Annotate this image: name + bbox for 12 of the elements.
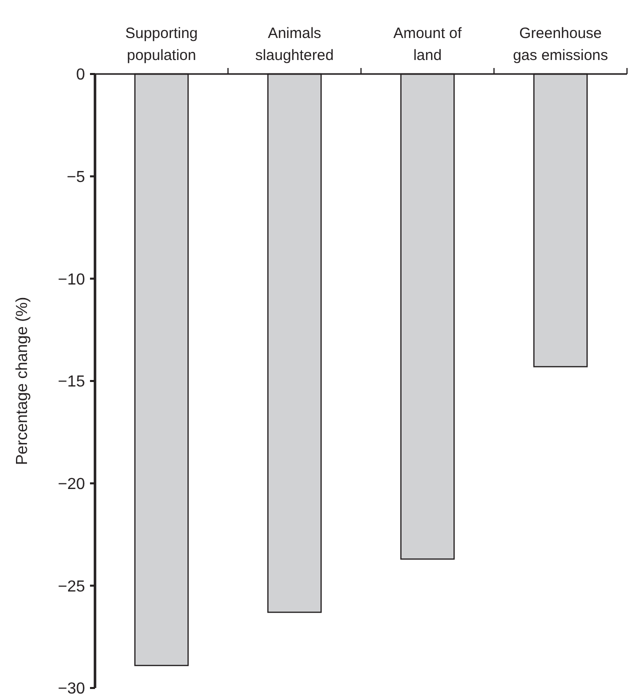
y-tick-label: −10 [58, 271, 86, 288]
x-tick-label: Amount of land [393, 25, 463, 64]
y-tick-label: −20 [58, 476, 86, 493]
x-tick-label: Supporting population [125, 25, 198, 64]
y-tick-label: −30 [58, 680, 86, 698]
y-tick-label: −25 [58, 578, 86, 596]
x-tick-label: Animals slaughtered [255, 25, 334, 64]
x-tick-label: Greenhouse gas emissions [512, 25, 608, 64]
y-axis-title: Percentage change (%) [14, 296, 31, 466]
y-tick-label: −5 [66, 168, 86, 186]
y-tick-label: −15 [58, 374, 86, 391]
y-tick-label: 0 [76, 66, 86, 84]
